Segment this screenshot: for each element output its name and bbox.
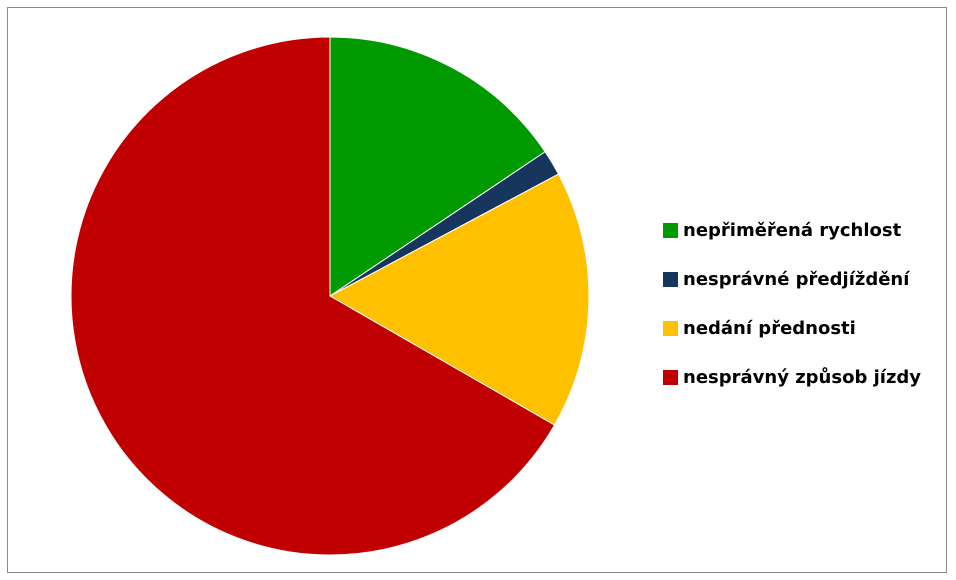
legend-swatch xyxy=(663,272,678,287)
chart-area: nepřiměřená rychlost nesprávné předjíždě… xyxy=(7,7,947,573)
legend-item: nedání přednosti xyxy=(663,304,948,353)
legend-swatch xyxy=(663,223,678,238)
legend-item: nepřiměřená rychlost xyxy=(663,206,948,255)
legend-swatch xyxy=(663,370,678,385)
pie-chart xyxy=(70,36,590,556)
legend: nepřiměřená rychlost nesprávné předjíždě… xyxy=(663,206,948,402)
pie-slice xyxy=(70,36,556,556)
legend-swatch xyxy=(663,321,678,336)
legend-label: nepřiměřená rychlost xyxy=(683,220,902,241)
pie-slice xyxy=(329,36,546,297)
pie-slice xyxy=(328,173,590,426)
legend-label: nesprávné předjíždění xyxy=(683,269,910,290)
legend-item: nesprávný způsob jízdy xyxy=(663,353,948,402)
legend-item: nesprávné předjíždění xyxy=(663,255,948,304)
legend-label: nesprávný způsob jízdy xyxy=(683,367,922,388)
legend-label: nedání přednosti xyxy=(683,318,856,339)
